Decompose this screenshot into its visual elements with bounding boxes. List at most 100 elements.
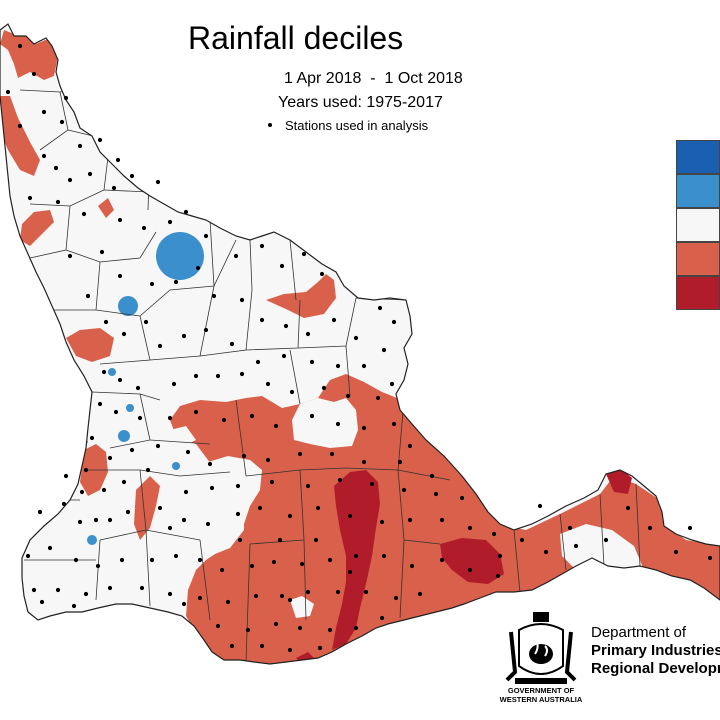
station-dot <box>317 645 323 651</box>
station-dot <box>119 557 125 563</box>
station-dot <box>211 293 217 299</box>
station-dot <box>519 537 525 543</box>
region-blue-7 <box>87 535 97 545</box>
station-dot <box>73 557 79 563</box>
map-title: Rainfall deciles <box>188 20 404 56</box>
station-dot <box>299 561 305 567</box>
station-dot <box>237 537 243 543</box>
station-dot <box>81 211 87 217</box>
station-dot <box>279 263 285 269</box>
station-dot <box>55 587 61 593</box>
station-dot <box>167 219 173 225</box>
station-dot <box>353 625 359 631</box>
station-dot <box>205 521 211 527</box>
station-dot <box>347 569 353 575</box>
station-dot <box>149 557 155 563</box>
region-red-small-2 <box>134 476 160 540</box>
station-dot <box>197 595 203 601</box>
region-red-small-1 <box>98 198 114 218</box>
station-dot <box>257 505 263 511</box>
station-dot <box>89 435 95 441</box>
station-dot <box>287 647 293 653</box>
region-white-hole-2 <box>182 456 262 580</box>
stations-legend: Stations used in analysis <box>268 118 428 133</box>
station-dot <box>389 381 395 387</box>
station-dot <box>459 495 465 501</box>
station-dot <box>63 473 69 479</box>
station-dot <box>277 537 283 543</box>
station-dot <box>97 137 103 143</box>
coastline <box>0 23 720 665</box>
legend-swatch-4 <box>676 242 720 276</box>
station-dot <box>71 603 77 609</box>
station-dot <box>97 401 103 407</box>
department-line-2: Primary Industries <box>591 642 720 659</box>
station-dot <box>363 589 369 595</box>
station-dot <box>467 567 473 573</box>
station-dot <box>207 461 213 467</box>
station-dot <box>113 409 119 415</box>
station-dot <box>491 531 497 537</box>
station-dot <box>37 509 43 515</box>
station-dot <box>235 483 241 489</box>
station-dot <box>687 525 693 531</box>
station-dot <box>63 95 69 101</box>
station-dot <box>309 359 315 365</box>
region-red-west-2 <box>66 328 114 362</box>
station-dot <box>145 467 151 473</box>
station-dot <box>107 517 113 523</box>
station-dot <box>313 537 319 543</box>
station-dot <box>53 165 59 171</box>
station-dot <box>707 555 713 561</box>
land-base <box>0 24 720 664</box>
station-dot <box>543 549 549 555</box>
station-dot <box>121 479 127 485</box>
station-dot <box>111 185 117 191</box>
region-red-n-coast <box>0 30 58 80</box>
station-dot <box>167 591 173 597</box>
legend-swatch-1 <box>676 140 720 174</box>
station-dot <box>95 563 101 569</box>
station-dot <box>129 447 135 453</box>
station-dot <box>77 519 83 525</box>
station-dot <box>391 421 397 427</box>
station-dot <box>85 293 91 299</box>
station-dot <box>353 553 359 559</box>
station-dot <box>31 71 37 77</box>
station-dot <box>379 615 385 621</box>
station-dot <box>321 385 327 391</box>
station-dot <box>239 371 245 377</box>
station-dot <box>673 549 679 555</box>
region-darkred-1 <box>332 470 380 650</box>
station-dot <box>155 443 161 449</box>
station-dot <box>245 627 251 633</box>
government-label-2: WESTERN AUSTRALIA <box>499 695 583 704</box>
government-label-1: GOVERNMENT OF <box>507 686 575 695</box>
station-dot <box>315 505 321 511</box>
station-dots <box>5 43 713 653</box>
station-dot <box>467 525 473 531</box>
station-dot <box>305 331 311 337</box>
station-dot <box>5 89 11 95</box>
station-dot <box>193 409 199 415</box>
station-dot <box>167 525 173 531</box>
station-dot <box>31 587 37 593</box>
station-dot <box>361 459 367 465</box>
station-dot <box>215 623 221 629</box>
station-dot <box>397 459 403 465</box>
station-dot <box>229 341 235 347</box>
station-dot <box>287 513 293 519</box>
station-dot <box>225 599 231 605</box>
region-blue-2 <box>118 296 138 316</box>
station-dot <box>171 381 177 387</box>
station-dot <box>101 369 107 375</box>
station-dot <box>181 517 187 523</box>
station-dot <box>273 423 279 429</box>
station-dot <box>335 363 341 369</box>
station-dot <box>279 593 285 599</box>
station-dot <box>265 457 271 463</box>
station-dot <box>647 525 653 531</box>
station-dot <box>17 123 23 129</box>
station-dot <box>181 601 187 607</box>
